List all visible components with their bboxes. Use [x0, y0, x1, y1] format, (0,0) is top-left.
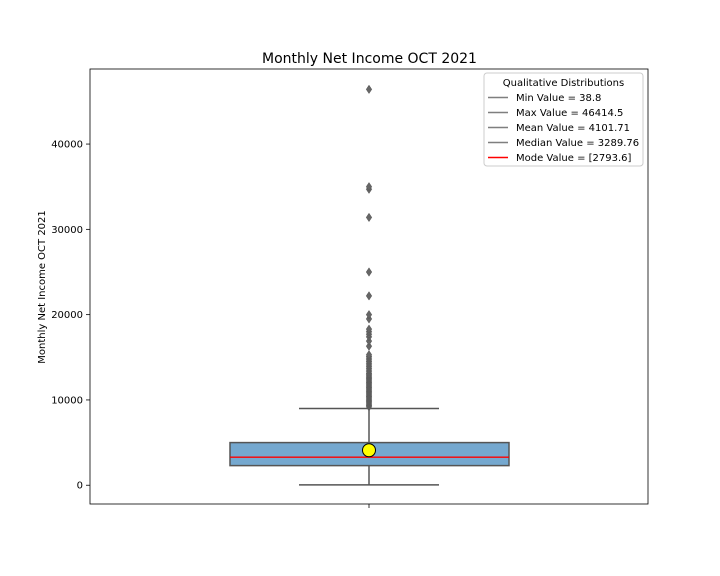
- legend-frame: [483, 72, 644, 167]
- outlier-point: [365, 212, 373, 223]
- y-axis-label: Monthly Net Income OCT 2021: [37, 210, 48, 364]
- legend-entry: Mean Value = 4101.71: [516, 123, 630, 134]
- y-tick-label: 30000: [51, 225, 83, 236]
- chart-title: Monthly Net Income OCT 2021: [262, 51, 477, 67]
- legend-entry: Mode Value = [2793.6]: [516, 153, 632, 164]
- y-tick-label: 0: [77, 481, 83, 492]
- outlier-point: [365, 267, 373, 277]
- legend-entry: Max Value = 46414.5: [516, 108, 623, 119]
- outlier-point: [365, 341, 373, 351]
- plot-area: 0 10000 20000 30000 40000: [51, 68, 649, 508]
- mean-marker: [362, 443, 376, 458]
- y-tick-label: 10000: [51, 395, 83, 406]
- legend-title: Qualitative Distributions: [503, 78, 624, 89]
- outlier-point: [365, 350, 373, 360]
- legend-entry: Median Value = 3289.76: [516, 138, 639, 149]
- outlier-point: [365, 291, 373, 301]
- legend-entry: Min Value = 38.8: [516, 93, 601, 104]
- legend: Qualitative Distributions Min Value = 38.…: [483, 72, 644, 167]
- outlier-point: [365, 309, 373, 320]
- y-tick-label: 40000: [51, 140, 83, 151]
- y-tick-label: 20000: [51, 310, 83, 321]
- outlier-point: [365, 84, 373, 94]
- outlier-point: [365, 182, 373, 192]
- outlier-point: [365, 324, 373, 334]
